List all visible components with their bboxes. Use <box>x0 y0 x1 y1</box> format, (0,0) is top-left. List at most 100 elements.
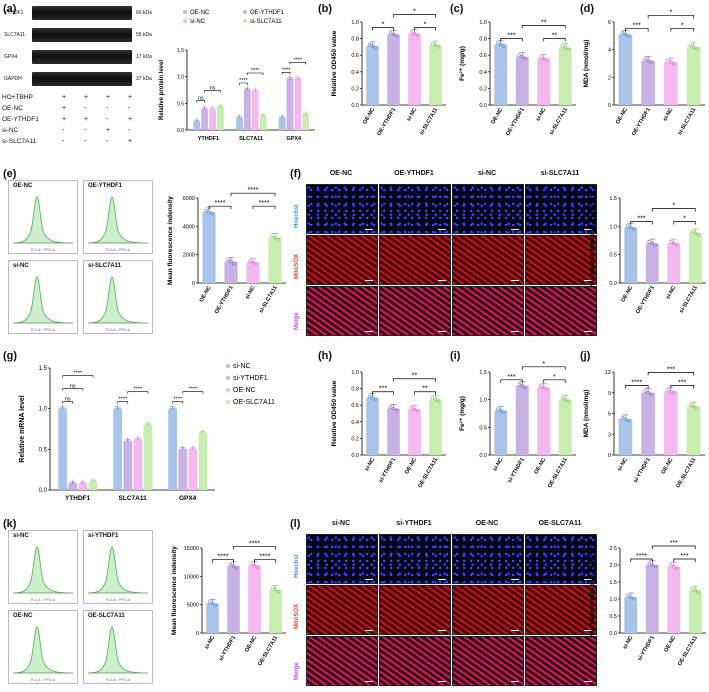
treatment-mark: - <box>84 138 87 145</box>
bar <box>387 34 400 106</box>
micrograph <box>452 286 524 336</box>
bar <box>667 243 681 283</box>
data-point <box>394 34 399 38</box>
significance-label: * <box>683 215 686 222</box>
data-point <box>563 397 567 402</box>
histogram-cell: si-NC FL2-A :: PPO-A <box>8 260 78 334</box>
data-point <box>210 601 215 606</box>
data-point <box>260 114 263 118</box>
y-tick-label: 2.0 <box>609 563 617 569</box>
bar <box>227 566 240 633</box>
x-tick-label: si-SLC7A11 <box>677 107 697 136</box>
micrograph <box>306 286 378 336</box>
significance-bracket <box>673 558 696 562</box>
x-tick-label: OE-YTHDF1 <box>214 285 235 315</box>
significance-label: ns <box>65 397 71 403</box>
y-tick-label: 10000 <box>184 574 199 580</box>
significance-bracket <box>208 205 232 210</box>
data-point <box>690 587 694 591</box>
data-point <box>83 481 86 484</box>
histogram-axis-label: FL2-A :: PPO-A <box>106 328 131 332</box>
bar <box>286 79 294 130</box>
bar <box>624 597 638 633</box>
data-point <box>190 446 193 450</box>
scale-bar <box>365 280 373 281</box>
treatment-label: OE-NC <box>2 105 23 112</box>
data-point <box>669 240 673 244</box>
significance-label: ** <box>412 373 418 380</box>
bar <box>68 483 78 490</box>
data-point <box>496 41 500 45</box>
data-point <box>672 61 676 66</box>
y-tick-label: 0.4 <box>479 70 487 76</box>
grid-row-label: MitoSOX <box>294 604 300 629</box>
scale-bar <box>438 280 446 281</box>
x-tick-label: si-NC <box>535 107 547 122</box>
bar <box>408 33 421 106</box>
significance-bracket <box>230 192 276 197</box>
y-axis-label: Relative protein level <box>159 60 165 120</box>
bar <box>366 46 379 105</box>
treatment-mark: + <box>62 105 67 112</box>
y-tick-label: 0.8 <box>351 37 359 43</box>
bar <box>366 397 379 455</box>
significance-bracket <box>625 385 649 389</box>
x-tick-label: OE-SLC7A11 <box>675 457 697 489</box>
scale-bar <box>584 630 592 631</box>
data-point <box>496 407 500 411</box>
significance-label: **** <box>294 57 303 63</box>
x-tick-label: si-YTHDF1 <box>637 635 656 662</box>
x-tick-label: OE-SLC7A11 <box>547 457 569 489</box>
significance-label: * <box>672 202 675 209</box>
y-tick-label: 12 <box>605 370 611 376</box>
data-point <box>517 382 521 387</box>
legend-marker <box>243 10 247 14</box>
data-point <box>643 389 647 393</box>
data-point <box>391 32 396 37</box>
data-point <box>520 55 524 59</box>
data-point <box>566 399 570 403</box>
histogram-cell: si-SLC7A11 FL2-A :: PPO-A <box>83 260 153 334</box>
significance-bracket <box>670 28 694 32</box>
y-tick-label: 0.2 <box>351 436 359 442</box>
y-tick-label: 5000 <box>187 603 199 609</box>
data-point <box>270 586 275 591</box>
data-point <box>273 588 278 592</box>
scale-bar <box>365 579 373 580</box>
data-point <box>647 561 651 566</box>
image-grid-l: si-NC si-YTHDF1 OE-NC OE-SLC7A11 Hoechst Mito… <box>290 518 597 692</box>
histogram-cell: si-YTHDF1 FL2-A :: PPO-A <box>83 530 153 604</box>
data-point <box>502 410 506 414</box>
y-axis-label: Normalized MitoSOX indensity <box>590 543 596 638</box>
x-tick-label: OE-NC <box>490 107 504 125</box>
bar <box>558 399 572 455</box>
histogram-peak <box>12 276 74 324</box>
data-point <box>232 261 236 265</box>
data-point <box>415 409 420 413</box>
legend-label: OE-SLC7A11 <box>233 399 275 406</box>
legend-marker <box>243 19 247 23</box>
bar <box>664 391 678 455</box>
data-point <box>688 403 693 407</box>
x-tick-label: si-YTHDF1 <box>218 635 237 662</box>
data-point <box>632 597 636 601</box>
legend-marker <box>183 19 187 23</box>
data-point <box>626 418 631 423</box>
x-tick-label: OE-YTHDF1 <box>505 107 526 137</box>
y-tick-label: 0 <box>192 281 195 287</box>
histogram-cell: OE-NC FL2-A :: PPO-A <box>8 180 78 254</box>
data-point <box>254 262 258 266</box>
y-tick-label: 0.0 <box>609 281 617 287</box>
y-tick-label: 1.5 <box>177 48 184 54</box>
data-point <box>623 417 628 421</box>
data-point <box>539 384 543 388</box>
significance-bracket <box>62 401 74 404</box>
significance-label: ** <box>422 386 428 393</box>
data-point <box>672 241 676 246</box>
grid-column-header: OE-SLC7A11 <box>538 520 582 527</box>
x-tick-label: si-SLC7A11 <box>679 285 699 314</box>
y-axis-label: MDA (nmol/mg) <box>583 40 590 88</box>
significance-label: **** <box>173 397 182 403</box>
y-tick-label: 1.5 <box>39 366 48 372</box>
data-point <box>145 422 148 426</box>
